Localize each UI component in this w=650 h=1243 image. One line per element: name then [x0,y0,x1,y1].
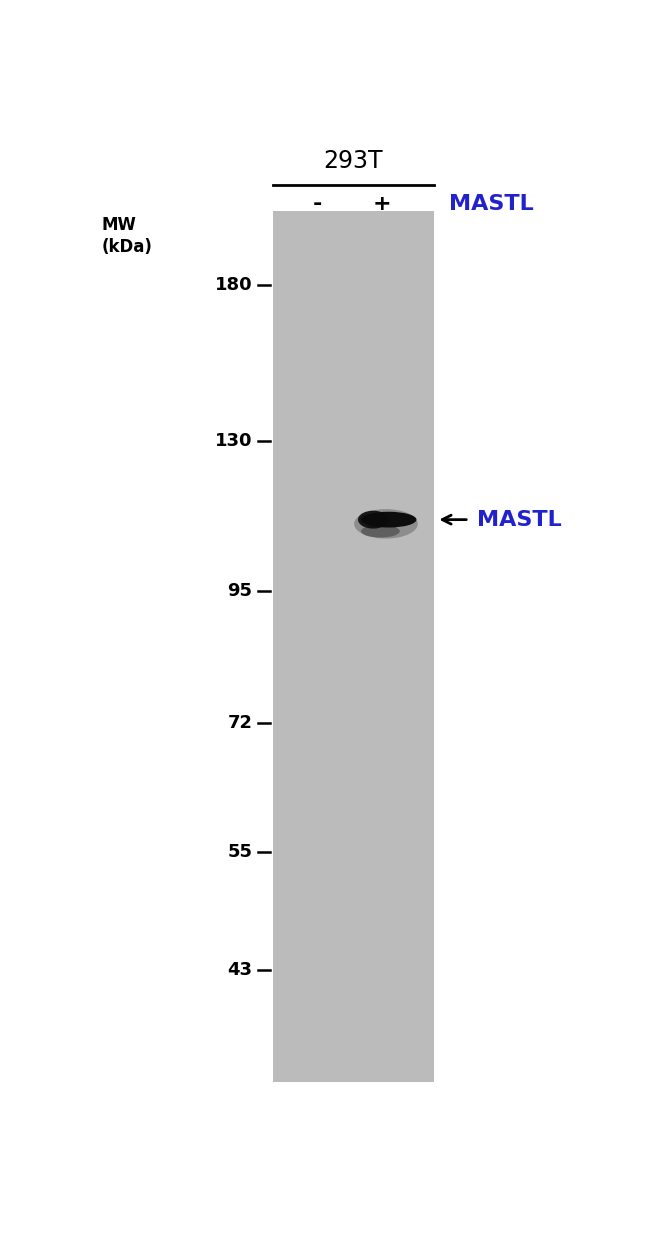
Ellipse shape [354,510,418,538]
Text: MASTL: MASTL [476,510,562,530]
Text: -: - [313,194,322,214]
Text: 293T: 293T [324,149,383,173]
Bar [273,211,434,1083]
Text: 55: 55 [227,843,252,861]
Ellipse shape [361,512,417,527]
Text: 72: 72 [227,715,252,732]
Ellipse shape [358,511,389,528]
Text: 180: 180 [215,276,252,295]
Text: 43: 43 [227,961,252,979]
Text: MASTL: MASTL [449,194,534,214]
Text: 130: 130 [215,431,252,450]
Ellipse shape [361,525,400,537]
Text: MW
(kDa): MW (kDa) [101,216,152,256]
Text: 95: 95 [227,582,252,600]
Text: +: + [373,194,391,214]
